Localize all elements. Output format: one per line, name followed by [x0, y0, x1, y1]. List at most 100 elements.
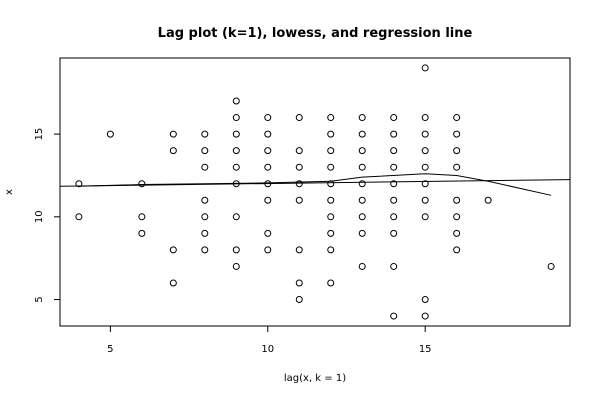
data-point [453, 246, 461, 254]
data-point [138, 180, 146, 188]
data-point [75, 213, 83, 221]
data-point [358, 262, 366, 270]
x-axis-label: lag(x, k = 1) [284, 373, 346, 384]
data-point [453, 147, 461, 155]
data-point [295, 196, 303, 204]
data-point [295, 279, 303, 287]
data-point [390, 163, 398, 171]
data-point [264, 147, 272, 155]
data-point [201, 213, 209, 221]
data-point [295, 163, 303, 171]
axis-ticks: 5 10 15 5 10 15 [34, 128, 432, 355]
data-point [327, 213, 335, 221]
data-point [390, 180, 398, 188]
y-tick-label: 15 [34, 128, 45, 141]
data-point [484, 196, 492, 204]
data-point [390, 147, 398, 155]
data-point [138, 229, 146, 237]
data-point [390, 130, 398, 138]
data-point [547, 262, 555, 270]
data-point [453, 196, 461, 204]
data-point [264, 114, 272, 122]
data-point [421, 130, 429, 138]
data-point [453, 114, 461, 122]
data-point [232, 262, 240, 270]
data-point [358, 180, 366, 188]
data-point [232, 213, 240, 221]
data-point [327, 180, 335, 188]
data-point [453, 213, 461, 221]
data-point [421, 312, 429, 320]
data-point [453, 130, 461, 138]
data-point [201, 246, 209, 254]
data-point [358, 196, 366, 204]
data-points [75, 64, 555, 320]
data-point [264, 180, 272, 188]
x-tick-label: 5 [107, 344, 113, 355]
data-point [421, 180, 429, 188]
data-point [169, 279, 177, 287]
data-point [358, 130, 366, 138]
data-point [295, 147, 303, 155]
plot-frame [59, 57, 571, 327]
data-point [232, 246, 240, 254]
data-point [264, 163, 272, 171]
data-point [201, 196, 209, 204]
data-point [327, 279, 335, 287]
lowess-line [78, 173, 552, 196]
data-point [201, 163, 209, 171]
y-tick-label: 5 [34, 296, 45, 302]
data-point [327, 246, 335, 254]
data-point [421, 196, 429, 204]
chart-title: Lag plot (k=1), lowess, and regression l… [158, 26, 473, 41]
data-point [453, 229, 461, 237]
data-point [327, 229, 335, 237]
data-point [453, 163, 461, 171]
data-point [358, 114, 366, 122]
data-point [232, 180, 240, 188]
data-point [264, 196, 272, 204]
data-point [232, 130, 240, 138]
data-point [358, 213, 366, 221]
x-tick-label: 10 [261, 344, 274, 355]
fit-lines [59, 173, 571, 196]
data-point [295, 296, 303, 304]
data-point [264, 229, 272, 237]
data-point [169, 246, 177, 254]
y-tick-label: 10 [34, 210, 45, 223]
data-point [264, 130, 272, 138]
data-point [390, 114, 398, 122]
data-point [327, 114, 335, 122]
data-point [390, 196, 398, 204]
data-point [106, 130, 114, 138]
data-point [421, 114, 429, 122]
data-point [327, 163, 335, 171]
data-point [327, 147, 335, 155]
data-point [232, 97, 240, 105]
data-point [201, 147, 209, 155]
data-point [390, 312, 398, 320]
data-point [421, 163, 429, 171]
data-point [232, 114, 240, 122]
data-point [201, 130, 209, 138]
y-axis-label: x [4, 189, 15, 195]
data-point [264, 246, 272, 254]
data-point [358, 163, 366, 171]
data-point [421, 296, 429, 304]
data-point [295, 114, 303, 122]
data-point [75, 180, 83, 188]
data-point [421, 147, 429, 155]
data-point [421, 213, 429, 221]
data-point [169, 130, 177, 138]
data-point [295, 180, 303, 188]
data-point [358, 147, 366, 155]
data-point [358, 229, 366, 237]
data-point [390, 229, 398, 237]
data-point [201, 229, 209, 237]
data-point [421, 64, 429, 72]
data-point [169, 147, 177, 155]
data-point [327, 196, 335, 204]
data-point [232, 147, 240, 155]
data-point [390, 262, 398, 270]
